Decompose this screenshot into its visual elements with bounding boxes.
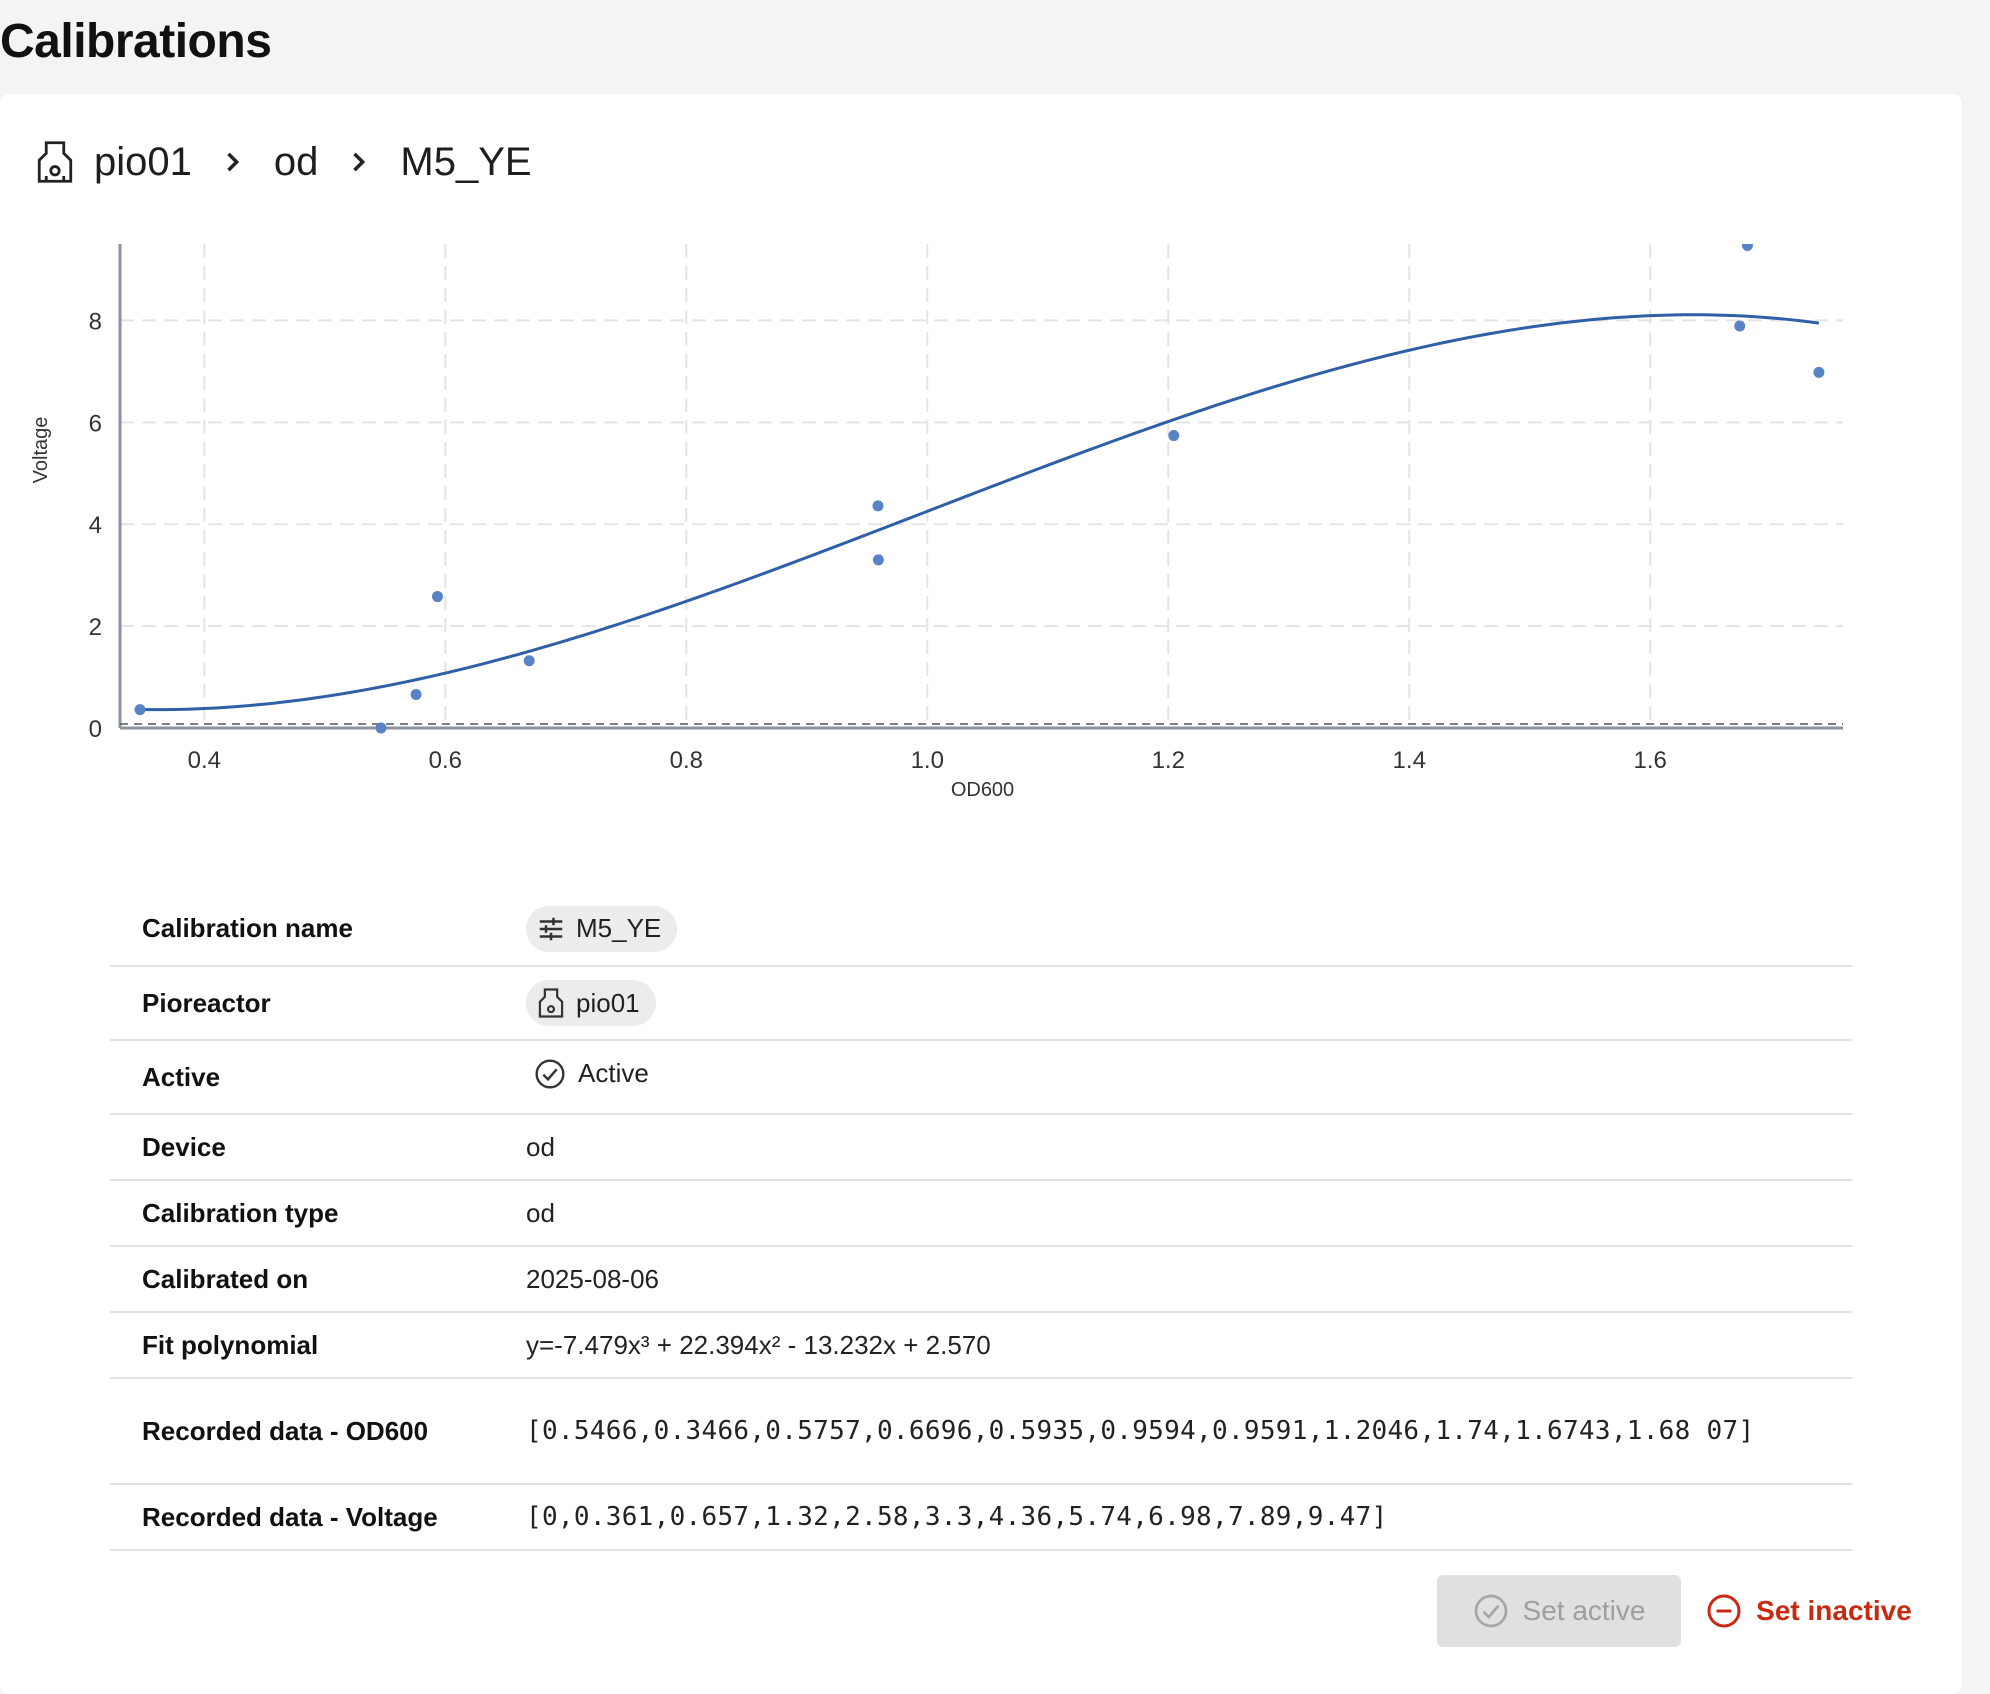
table-row: Device od bbox=[110, 1114, 1852, 1181]
set-inactive-button[interactable]: Set inactive bbox=[1694, 1575, 1924, 1647]
x-tick-label: 1.6 bbox=[1634, 747, 1667, 774]
x-tick-label: 0.4 bbox=[188, 747, 221, 774]
table-row: Calibrated on 2025-08-06 bbox=[110, 1246, 1852, 1313]
row-value: od bbox=[526, 1114, 1852, 1181]
table-row: Calibration type od bbox=[110, 1180, 1852, 1247]
row-value: 2025-08-06 bbox=[526, 1246, 1852, 1313]
table-row: Recorded data - OD600 [0.5466,0.3466,0.5… bbox=[110, 1378, 1852, 1485]
data-point bbox=[134, 704, 146, 716]
calibration-chip-label: M5_YE bbox=[576, 913, 662, 943]
row-label: Recorded data - Voltage bbox=[110, 1484, 526, 1551]
row-value: [0.5466,0.3466,0.5757,0.6696,0.5935,0.95… bbox=[526, 1378, 1852, 1485]
y-tick-label: 2 bbox=[89, 614, 102, 641]
calibration-details-table: Calibration name M5_YE Pioreactor bbox=[110, 892, 1852, 1551]
x-tick-label: 1.4 bbox=[1393, 747, 1426, 774]
x-axis-label: OD600 bbox=[951, 779, 1014, 801]
data-point bbox=[410, 689, 422, 701]
table-row: Pioreactor pio01 bbox=[110, 966, 1852, 1041]
fit-curve bbox=[139, 313, 1820, 712]
row-label: Calibration type bbox=[110, 1180, 526, 1247]
data-point bbox=[375, 722, 387, 734]
y-tick-label: 4 bbox=[89, 512, 102, 539]
breadcrumb-unit[interactable]: pio01 bbox=[94, 139, 192, 184]
chart-svg: 0.40.60.81.01.21.41.602468Calibration cu… bbox=[30, 244, 1843, 801]
row-label: Device bbox=[110, 1114, 526, 1181]
data-point bbox=[431, 591, 443, 603]
x-tick-label: 0.8 bbox=[670, 747, 703, 774]
row-label: Pioreactor bbox=[110, 966, 526, 1041]
row-label: Recorded data - OD600 bbox=[110, 1378, 526, 1485]
table-row: Recorded data - Voltage [0,0.361,0.657,1… bbox=[110, 1484, 1852, 1551]
breadcrumb-calibration: M5_YE bbox=[400, 139, 532, 184]
breadcrumb: pio01 od M5_YE bbox=[34, 134, 532, 190]
chevron-right-icon bbox=[227, 152, 240, 172]
row-label: Active bbox=[110, 1040, 526, 1115]
x-tick-label: 0.6 bbox=[429, 747, 462, 774]
data-point bbox=[872, 500, 884, 512]
y-tick-label: 6 bbox=[89, 410, 102, 437]
row-value: [0,0.361,0.657,1.32,2.58,3.3,4.36,5.74,6… bbox=[526, 1484, 1852, 1551]
y-tick-label: 8 bbox=[89, 308, 102, 335]
tune-icon bbox=[539, 917, 563, 940]
row-label: Calibration name bbox=[110, 892, 526, 967]
chevron-right-icon bbox=[353, 152, 366, 172]
breadcrumb-device[interactable]: od bbox=[273, 139, 319, 184]
row-value: od bbox=[526, 1180, 1852, 1247]
table-row: Fit polynomial y=-7.479x³ + 22.394x² - 1… bbox=[110, 1312, 1852, 1379]
active-status-label: Active bbox=[578, 1058, 649, 1088]
x-tick-label: 1.2 bbox=[1152, 747, 1185, 774]
pioreactor-icon bbox=[538, 988, 564, 1018]
pioreactor-icon bbox=[37, 141, 73, 183]
row-value: y=-7.479x³ + 22.394x² - 13.232x + 2.570 bbox=[526, 1312, 1852, 1379]
data-point bbox=[1734, 320, 1746, 332]
table-row: Calibration name M5_YE bbox=[110, 892, 1852, 967]
row-label: Calibrated on bbox=[110, 1246, 526, 1313]
y-axis-label: Voltage bbox=[30, 417, 52, 484]
data-point bbox=[872, 554, 884, 566]
data-point bbox=[523, 655, 535, 667]
set-active-button[interactable]: Set active bbox=[1437, 1575, 1681, 1647]
data-point bbox=[1741, 244, 1753, 252]
data-point bbox=[1813, 366, 1825, 378]
calibration-chart: 0.40.60.81.01.21.41.602468Calibration cu… bbox=[20, 244, 1870, 804]
data-point bbox=[1168, 430, 1180, 442]
check-circle-icon bbox=[1474, 1594, 1507, 1628]
y-tick-label: 0 bbox=[89, 716, 102, 743]
minus-circle-icon bbox=[1707, 1594, 1741, 1628]
active-status: Active bbox=[526, 1058, 649, 1090]
pioreactor-chip-label: pio01 bbox=[576, 987, 640, 1018]
row-label: Fit polynomial bbox=[110, 1312, 526, 1379]
page-title: Calibrations bbox=[0, 15, 272, 68]
table-row: Active Active bbox=[110, 1040, 1852, 1115]
pioreactor-chip[interactable]: pio01 bbox=[526, 980, 656, 1026]
x-tick-label: 1.0 bbox=[911, 747, 944, 774]
calibration-card: pio01 od M5_YE 0.4 0.6 0.8 1.0 1.2 1.4 1.6 0 2 4 6… bbox=[0, 94, 1962, 1694]
set-inactive-label: Set inactive bbox=[1756, 1595, 1912, 1626]
set-active-label: Set active bbox=[1522, 1595, 1646, 1626]
calibration-chip[interactable]: M5_YE bbox=[526, 905, 678, 952]
check-circle-icon bbox=[535, 1058, 565, 1089]
